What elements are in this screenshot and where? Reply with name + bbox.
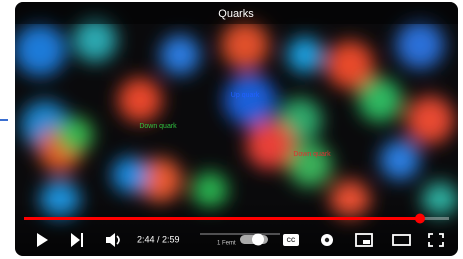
controls-shade [15, 200, 458, 256]
screen: Quarks Up quark Down quark Down quark 2:… [0, 0, 463, 259]
captions-button[interactable]: CC [283, 234, 299, 246]
svg-text:CC: CC [287, 238, 296, 244]
time-display: 2:44 / 2:59 [137, 234, 180, 244]
quark-label: Up quark [231, 92, 260, 99]
page: Quarks Up quark Down quark Down quark 2:… [0, 0, 463, 259]
quark-label: Down quark [139, 123, 177, 130]
progress-played [24, 217, 420, 220]
quark-label: Down quark [293, 151, 331, 158]
video-title: Quarks [218, 8, 254, 20]
settings-button[interactable] [321, 234, 333, 246]
video-player[interactable]: Quarks Up quark Down quark Down quark 2:… [14, 2, 458, 256]
autoplay-toggle[interactable] [240, 234, 268, 246]
side-marker [0, 119, 8, 121]
progress-scrubber[interactable] [415, 214, 425, 224]
overlay-text: 1 Femt [217, 241, 236, 247]
